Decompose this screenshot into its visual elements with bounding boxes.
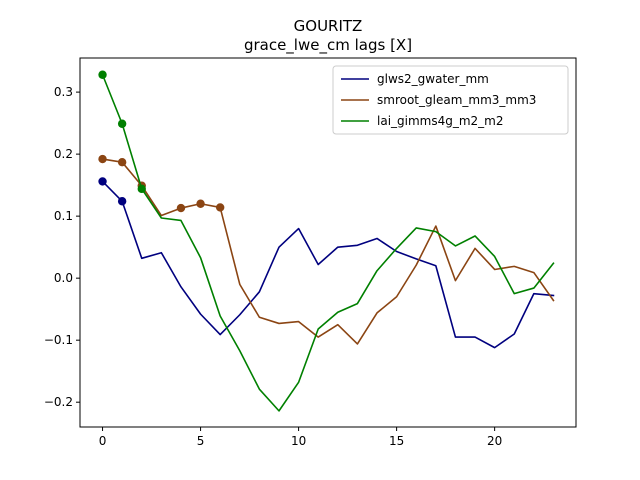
y-tick-label-5: 0.3 <box>54 85 73 99</box>
x-tick-label-1: 5 <box>197 434 205 448</box>
x-tick-label-2: 10 <box>291 434 306 448</box>
x-tick-label-4: 20 <box>487 434 502 448</box>
series-1-point-5 <box>196 199 205 208</box>
y-tick-label-2: 0.0 <box>54 271 73 285</box>
series-0-point-1 <box>117 197 127 206</box>
x-tick-label-0: 0 <box>99 434 107 448</box>
series-line-0 <box>101 180 555 349</box>
series-line-2 <box>101 73 555 412</box>
series-1-point-0 <box>98 154 107 164</box>
y-tick-label-1: −0.1 <box>44 333 73 347</box>
legend-label-0: glws2_gwater_mm <box>377 72 489 86</box>
legend-box <box>332 65 569 135</box>
legend: glws2_gwater_mm smroot_gleam_mm3_mm3 lai_g… <box>332 65 569 135</box>
series-1-point-1 <box>117 157 127 167</box>
legend-label-2: lai_gimms4g_m2_m2 <box>377 114 504 128</box>
series-1-point-4 <box>176 203 186 213</box>
series-2-point-2 <box>137 184 146 194</box>
chart-title: GOURITZ <box>294 17 363 35</box>
series-2-point-1 <box>117 119 127 128</box>
series-2-point-0 <box>98 70 107 79</box>
series-1-point-6 <box>215 203 225 212</box>
axes: 0 5 10 15 20 −0.2 −0.1 0.0 0.1 0.2 0.3 <box>44 57 577 448</box>
axes-frame <box>79 57 577 428</box>
legend-label-1: smroot_gleam_mm3_mm3 <box>377 93 536 107</box>
y-tick-label-3: 0.1 <box>54 209 73 223</box>
x-tick-label-3: 15 <box>389 434 404 448</box>
y-tick-label-4: 0.2 <box>54 147 73 161</box>
series-line-1 <box>101 158 555 345</box>
chart-subtitle: grace_lwe_cm lags [X] <box>244 36 412 55</box>
plot-area <box>98 70 555 412</box>
series-0-point-0 <box>98 177 107 186</box>
y-tick-label-0: −0.2 <box>44 395 73 409</box>
